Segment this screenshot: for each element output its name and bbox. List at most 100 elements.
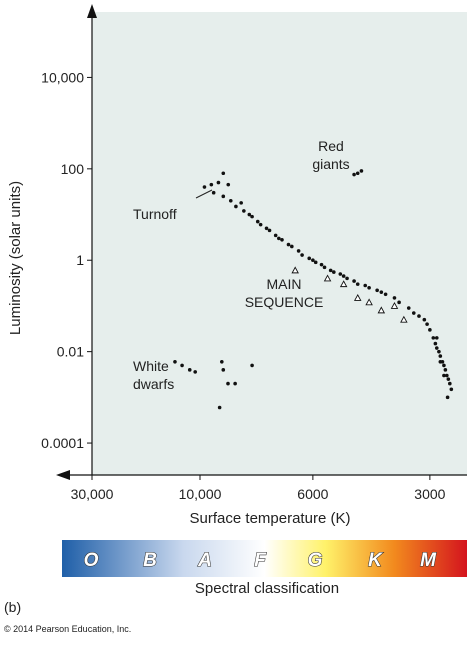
point — [311, 258, 315, 263]
point — [375, 288, 379, 293]
annotation: White — [133, 358, 169, 374]
point — [448, 381, 452, 386]
point — [359, 169, 364, 173]
point — [258, 222, 263, 227]
point — [445, 373, 449, 378]
point — [180, 363, 184, 368]
spectral-class: K — [368, 550, 383, 571]
point — [328, 268, 333, 273]
point — [313, 260, 318, 265]
spectral-class: F — [254, 550, 267, 571]
annotation: Turnoff — [133, 206, 177, 222]
point — [339, 280, 348, 288]
point — [277, 236, 281, 241]
x-arrow — [56, 470, 70, 480]
point — [445, 395, 450, 400]
y-arrow — [87, 4, 97, 18]
point — [363, 283, 368, 288]
point — [300, 253, 304, 257]
point — [255, 219, 260, 224]
point — [221, 171, 226, 176]
y-tick-label: 0.01 — [57, 344, 84, 360]
point — [442, 363, 446, 368]
point — [202, 185, 207, 189]
annotation: giants — [312, 156, 349, 172]
point — [217, 405, 222, 410]
annotation: dwarfs — [133, 376, 174, 392]
copyright: © 2014 Pearson Education, Inc. — [4, 624, 131, 634]
point — [425, 322, 429, 326]
point — [442, 373, 446, 378]
point — [221, 194, 226, 199]
point — [438, 354, 443, 358]
point — [355, 282, 360, 286]
point — [446, 377, 451, 381]
annotation: Red — [318, 138, 344, 154]
point — [228, 198, 233, 203]
turnoff-leader — [195, 189, 213, 199]
point — [341, 274, 346, 278]
point — [438, 359, 443, 364]
point — [273, 233, 278, 238]
plot-area — [92, 12, 467, 475]
point — [417, 314, 421, 318]
point — [233, 381, 237, 386]
point — [319, 262, 324, 267]
point — [367, 285, 371, 290]
y-tick-label: 100 — [61, 161, 85, 177]
point — [352, 279, 356, 283]
spectral-bar — [62, 540, 467, 577]
point — [433, 341, 438, 346]
point — [264, 226, 269, 231]
point — [239, 201, 243, 205]
panel-label: (b) — [4, 599, 21, 615]
point — [449, 387, 454, 392]
point — [322, 265, 327, 270]
point — [290, 244, 294, 249]
x-tick-label: 3000 — [414, 486, 445, 502]
point — [428, 328, 432, 332]
point — [291, 266, 299, 274]
point — [434, 346, 439, 350]
point — [365, 298, 373, 306]
point — [392, 296, 397, 300]
point — [377, 306, 386, 314]
spectral-label: Spectral classification — [195, 580, 339, 597]
annotation: SEQUENCE — [245, 294, 324, 310]
point — [211, 190, 216, 195]
x-tick-label: 30,000 — [71, 486, 114, 502]
y-tick-label: 10,000 — [41, 69, 84, 85]
point — [267, 228, 272, 233]
point — [431, 336, 436, 340]
spectral-class: G — [308, 550, 323, 571]
point — [390, 302, 399, 309]
point — [193, 370, 198, 374]
point — [383, 292, 388, 297]
point — [226, 182, 231, 187]
x-axis-label: Surface temperature (K) — [190, 510, 351, 527]
point — [226, 381, 230, 386]
point — [406, 306, 411, 310]
point — [221, 368, 226, 372]
point — [338, 272, 343, 276]
y-axis-label: Luminosity (solar units) — [7, 181, 24, 335]
point — [209, 182, 214, 187]
point — [187, 368, 192, 372]
point — [286, 242, 291, 247]
point — [437, 349, 441, 354]
point — [397, 300, 401, 305]
spectral-class: A — [197, 550, 212, 571]
spectral-class: B — [143, 550, 157, 571]
point — [355, 171, 360, 176]
point — [345, 276, 349, 281]
point — [400, 315, 408, 323]
point — [280, 237, 284, 242]
point — [307, 256, 312, 261]
y-tick-label: 1 — [76, 252, 84, 268]
spectral-class: M — [420, 550, 437, 571]
point — [234, 204, 238, 209]
point — [443, 368, 448, 372]
y-tick-label: 0.0001 — [41, 435, 84, 451]
point — [216, 180, 221, 185]
